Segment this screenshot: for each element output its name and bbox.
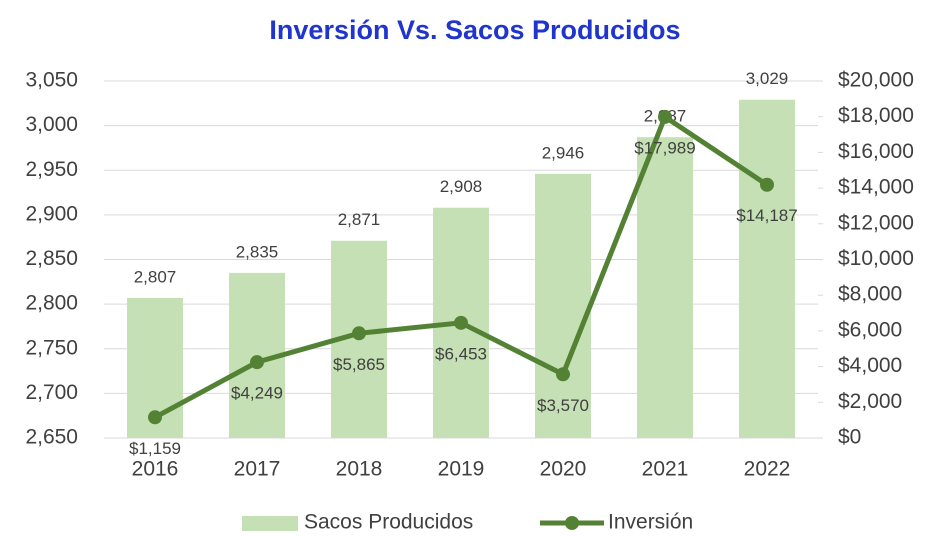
x-tick-label: 2018 <box>336 458 383 481</box>
y2-tick-label: $0 <box>838 426 861 449</box>
y-tick-label: 2,850 <box>25 247 78 270</box>
line-marker <box>760 177 774 192</box>
y2-tick-label: $2,000 <box>838 390 902 413</box>
y-tick-label: 2,700 <box>25 381 78 404</box>
y-tick-label: 2,950 <box>25 158 78 181</box>
bar <box>535 173 591 438</box>
data-label: 2,908 <box>440 177 483 196</box>
x-tick-label: 2019 <box>438 458 485 481</box>
x-tick-label: 2020 <box>540 458 587 481</box>
y-tick-label: 2,800 <box>25 292 78 315</box>
bar <box>739 99 795 439</box>
line-marker <box>658 109 672 124</box>
line-marker <box>352 326 366 341</box>
y2-tick-label: $18,000 <box>838 104 914 127</box>
y2-tick-label: $20,000 <box>838 69 914 92</box>
data-label: 3,029 <box>746 69 789 88</box>
data-label: 2,807 <box>134 267 177 286</box>
legend-swatch <box>242 516 298 531</box>
line-marker <box>250 355 264 370</box>
y-tick-label: 2,900 <box>25 202 78 225</box>
chart-title: Inversión Vs. Sacos Producidos <box>269 15 680 45</box>
data-label: $14,187 <box>736 206 797 225</box>
y2-tick-label: $12,000 <box>838 211 914 234</box>
bar <box>637 137 693 439</box>
y-tick-label: 3,000 <box>25 113 78 136</box>
legend-label: Inversión <box>608 511 693 534</box>
y2-tick-label: $10,000 <box>838 247 914 270</box>
data-label: $1,159 <box>129 439 181 458</box>
line-marker <box>454 315 468 330</box>
legend-marker <box>565 516 579 530</box>
line-marker <box>148 410 162 425</box>
data-label: $3,570 <box>537 396 589 415</box>
y2-tick-label: $14,000 <box>838 176 914 199</box>
data-label: $6,453 <box>435 344 487 363</box>
line-marker <box>556 367 570 382</box>
data-label: $4,249 <box>231 384 283 403</box>
x-tick-label: 2021 <box>642 458 689 481</box>
data-label: $17,989 <box>634 138 695 157</box>
x-tick-label: 2016 <box>132 458 179 481</box>
data-label: 2,871 <box>338 210 381 229</box>
x-tick-label: 2017 <box>234 458 281 481</box>
y2-tick-label: $16,000 <box>838 140 914 163</box>
data-label: $5,865 <box>333 355 385 374</box>
y-tick-label: 2,750 <box>25 336 78 359</box>
y2-tick-label: $6,000 <box>838 318 902 341</box>
y-tick-label: 2,650 <box>25 426 78 449</box>
data-label: 2,946 <box>542 143 585 162</box>
legend-label: Sacos Producidos <box>304 511 473 534</box>
y2-tick-label: $4,000 <box>838 354 902 377</box>
data-label: 2,835 <box>236 242 279 261</box>
y2-tick-label: $8,000 <box>838 283 902 306</box>
x-tick-label: 2022 <box>744 458 791 481</box>
y-tick-label: 3,050 <box>25 69 78 92</box>
